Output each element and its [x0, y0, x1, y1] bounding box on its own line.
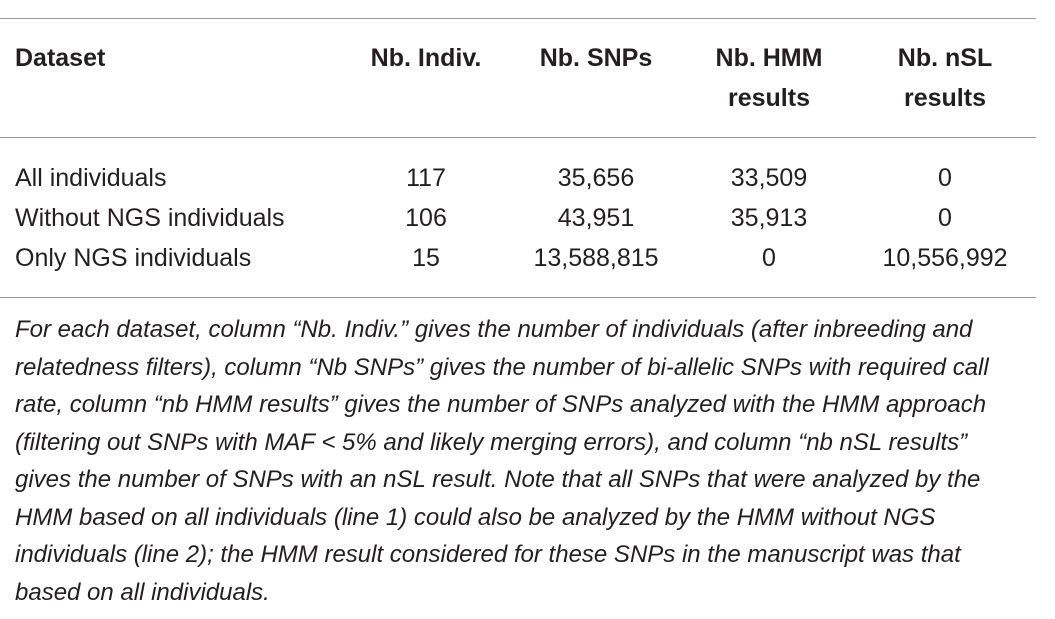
row-label: All individuals: [15, 164, 167, 192]
column-header: Nb. HMM results: [715, 44, 823, 112]
table-cell: 106: [405, 204, 447, 232]
column-header: Dataset: [15, 44, 106, 72]
table-cell: 35,656: [557, 164, 635, 192]
column-header: Nb. Indiv.: [370, 44, 482, 72]
table-cell: 13,588,815: [533, 244, 659, 272]
top-rule: [0, 18, 1036, 19]
table-cell: 10,556,992: [882, 244, 1008, 272]
row-label: Only NGS individuals: [15, 244, 252, 272]
header-rule: [0, 137, 1036, 138]
column-header: Nb. SNPs: [539, 44, 653, 72]
table-cell: 0: [938, 164, 952, 192]
row-label: Without NGS individuals: [15, 204, 285, 232]
table-cell: 15: [412, 244, 440, 272]
table-cell: 117: [406, 164, 446, 192]
table-cell: 35,913: [730, 204, 808, 232]
table-cell: 43,951: [557, 204, 635, 232]
table-cell: 33,509: [730, 164, 808, 192]
table-cell: 0: [762, 244, 776, 272]
column-header: Nb. nSL results: [897, 44, 993, 112]
table-cell: 0: [938, 204, 952, 232]
bottom-rule: [0, 297, 1036, 298]
footnote: For each dataset, column “Nb. Indiv.” gi…: [15, 316, 989, 606]
